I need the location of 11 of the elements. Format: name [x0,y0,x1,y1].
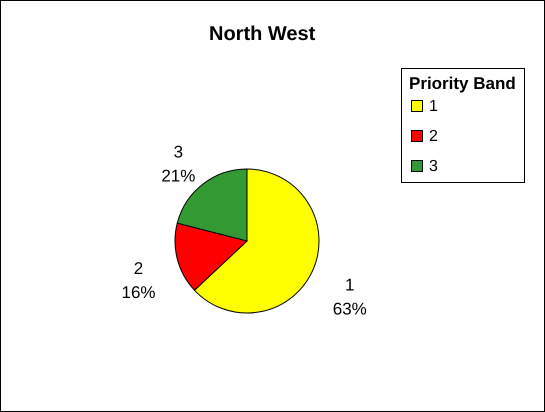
slice-label: 3 [174,142,184,162]
legend-label: 2 [429,128,438,145]
slice-label: 1 [345,275,355,294]
slice-label: 2 [134,258,144,278]
chart-title: North West [209,23,316,45]
legend-label: 1 [429,98,438,115]
data-label: 21% [161,166,196,186]
data-label: 63% [332,299,367,318]
legend-title: Priority Band [409,74,516,93]
data-label: 16% [122,282,156,302]
legend-label: 3 [429,158,438,175]
